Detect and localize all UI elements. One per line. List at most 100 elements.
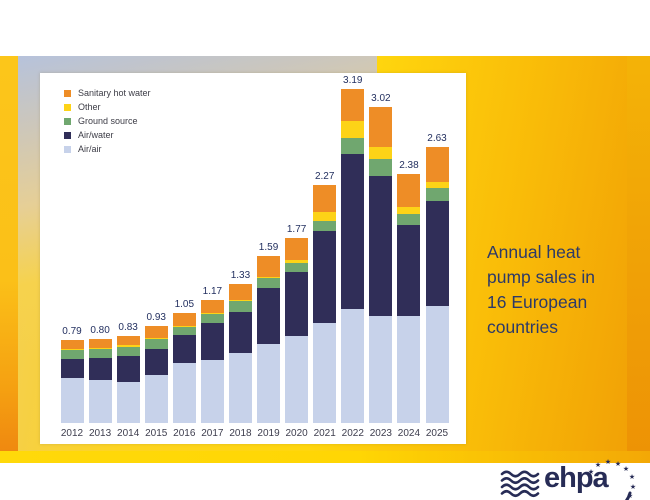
bar-segment-air-water [369, 175, 393, 317]
legend-item: Sanitary hot water [64, 89, 151, 98]
bar-2022: 3.19 [341, 75, 365, 423]
bar-segment-air-water [88, 358, 112, 381]
bar-total-label: 0.80 [90, 325, 110, 337]
slide-title-line: 16 European [487, 292, 588, 312]
svg-text:★: ★ [595, 461, 601, 469]
bar-segment-ground-source [200, 314, 224, 324]
bar-total-label: 1.05 [174, 298, 195, 310]
bar-segment-sanitary-hot-water [285, 237, 309, 260]
bar-total-label: 0.93 [146, 311, 166, 323]
legend-swatch [64, 104, 71, 111]
bar-segment-air-water [257, 287, 281, 345]
bar-2017: 1.17 [200, 286, 224, 423]
bar-segment-air-water [285, 272, 309, 336]
bar-2021: 2.27 [313, 171, 337, 423]
year-label: 2023 [369, 428, 392, 439]
bar-segment-other [257, 277, 281, 279]
bar-segment-air-water [341, 153, 365, 309]
bar-segment-sanitary-hot-water [341, 88, 365, 122]
bar-segment-sanitary-hot-water [313, 185, 337, 213]
bar-segment-ground-source [369, 158, 393, 176]
bar-segment-other [285, 259, 309, 263]
bar-segment-ground-source [60, 349, 84, 360]
legend-label: Ground source [78, 116, 138, 126]
bar-2023: 3.02 [369, 93, 393, 423]
bar-2015: 0.93 [144, 312, 168, 423]
legend-item: Air/air [64, 145, 151, 154]
bar-total-label: 1.33 [230, 269, 251, 281]
bar-total-label: 1.77 [286, 223, 307, 235]
bar-total-label: 2.63 [427, 133, 447, 145]
legend-label: Sanitary hot water [78, 88, 151, 98]
year-label: 2025 [425, 428, 449, 439]
bar-segment-ground-source [172, 326, 196, 335]
ehpa-logo: ehpa ★ ★ ★ ★ ★ ★ ★ ★ [500, 454, 645, 500]
legend-label: Air/water [78, 130, 114, 140]
year-label: 2022 [341, 428, 364, 439]
slide-title-line: pump sales in [487, 267, 595, 287]
slide-title: Annual heat pump sales in 16 European co… [487, 240, 647, 340]
bar-2019: 1.59 [257, 242, 281, 423]
bar-segment-air-water [425, 200, 449, 306]
bar-segment-air-water [172, 334, 196, 364]
bar-segment-air-air [144, 374, 168, 423]
bar-2013: 0.80 [88, 325, 112, 423]
bar-2018: 1.33 [228, 270, 252, 423]
bar-segment-air-air [172, 363, 196, 423]
bar-segment-air-air [313, 323, 337, 423]
bar-segment-other [172, 325, 196, 327]
bar-total-label: 2.27 [314, 171, 335, 183]
bar-segment-ground-source [285, 262, 309, 273]
legend-item: Air/water [64, 131, 151, 140]
year-label: 2024 [397, 428, 421, 439]
bar-segment-other [116, 345, 140, 347]
bar-segment-other [60, 348, 84, 350]
bar-segment-sanitary-hot-water [425, 147, 449, 182]
bar-segment-sanitary-hot-water [228, 283, 252, 301]
legend-swatch [64, 90, 71, 97]
bar-total-label: 2.38 [399, 159, 419, 171]
slide-background: Sanitary hot water Other Ground source Air/… [0, 56, 650, 500]
bar-segment-other [341, 121, 365, 138]
bar-segment-other [228, 300, 252, 302]
slide-title-line: Annual heat [487, 242, 581, 262]
year-label: 2015 [145, 428, 168, 439]
bar-segment-air-air [285, 336, 309, 423]
year-label: 2021 [313, 428, 336, 439]
bar-segment-ground-source [144, 339, 168, 349]
bar-segment-other [425, 181, 449, 189]
year-label: 2012 [60, 428, 84, 439]
bar-segment-air-air [397, 316, 421, 423]
year-label: 2018 [229, 428, 252, 439]
svg-text:★: ★ [629, 473, 635, 481]
bar-segment-sanitary-hot-water [60, 340, 84, 349]
bar-segment-ground-source [257, 278, 281, 288]
bar-2025: 2.63 [425, 133, 449, 423]
slide-title-line: countries [487, 317, 559, 337]
bar-segment-air-air [116, 382, 140, 423]
bar-segment-ground-source [116, 346, 140, 356]
svg-text:★: ★ [588, 468, 594, 476]
bar-segment-air-air [257, 344, 281, 423]
bar-segment-ground-source [425, 188, 449, 201]
svg-text:★: ★ [615, 460, 621, 468]
right-accent-bar [627, 56, 650, 463]
eu-stars-crescent-icon: ★ ★ ★ ★ ★ ★ ★ ★ [588, 458, 636, 500]
bar-2012: 0.79 [60, 326, 84, 423]
stacked-bar-chart: Sanitary hot water Other Ground source Air/… [40, 73, 466, 444]
bar-segment-sanitary-hot-water [88, 339, 112, 348]
chart-legend: Sanitary hot water Other Ground source Air/… [64, 89, 151, 159]
bar-segment-air-water [116, 355, 140, 383]
bar-segment-air-water [397, 224, 421, 317]
bar-total-label: 3.19 [343, 74, 363, 86]
bar-segment-ground-source [228, 301, 252, 312]
bottom-accent-strip [0, 451, 650, 463]
bar-segment-air-water [144, 348, 168, 375]
wave-icon [500, 470, 540, 498]
legend-swatch [64, 132, 71, 139]
bar-segment-ground-source [397, 214, 421, 225]
bar-segment-ground-source [313, 220, 337, 232]
bar-segment-air-water [228, 311, 252, 353]
legend-label: Air/air [78, 144, 102, 154]
year-label: 2016 [173, 428, 196, 439]
